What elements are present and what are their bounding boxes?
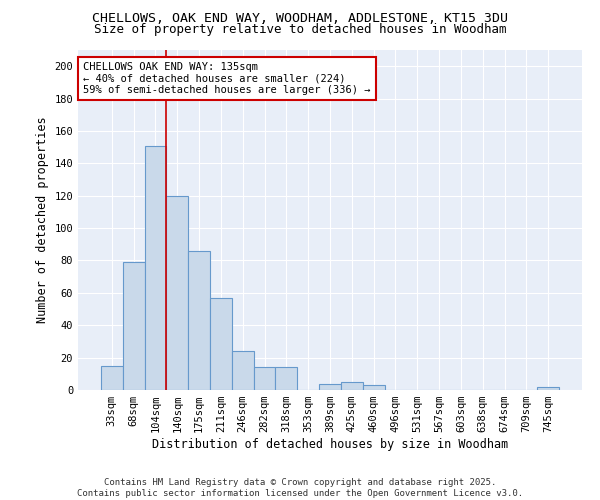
Bar bbox=[232, 351, 254, 390]
Y-axis label: Number of detached properties: Number of detached properties bbox=[36, 116, 49, 324]
Bar bbox=[537, 387, 559, 390]
X-axis label: Distribution of detached houses by size in Woodham: Distribution of detached houses by size … bbox=[152, 438, 508, 451]
Text: Contains HM Land Registry data © Crown copyright and database right 2025.
Contai: Contains HM Land Registry data © Crown c… bbox=[77, 478, 523, 498]
Text: CHELLOWS OAK END WAY: 135sqm
← 40% of detached houses are smaller (224)
59% of s: CHELLOWS OAK END WAY: 135sqm ← 40% of de… bbox=[83, 62, 371, 95]
Bar bbox=[210, 298, 232, 390]
Bar bbox=[363, 385, 385, 390]
Bar bbox=[166, 196, 188, 390]
Bar bbox=[254, 368, 275, 390]
Bar bbox=[123, 262, 145, 390]
Bar bbox=[319, 384, 341, 390]
Bar bbox=[145, 146, 166, 390]
Bar bbox=[275, 368, 297, 390]
Bar bbox=[101, 366, 123, 390]
Bar bbox=[341, 382, 363, 390]
Text: Size of property relative to detached houses in Woodham: Size of property relative to detached ho… bbox=[94, 22, 506, 36]
Text: CHELLOWS, OAK END WAY, WOODHAM, ADDLESTONE, KT15 3DU: CHELLOWS, OAK END WAY, WOODHAM, ADDLESTO… bbox=[92, 12, 508, 26]
Bar bbox=[188, 251, 210, 390]
